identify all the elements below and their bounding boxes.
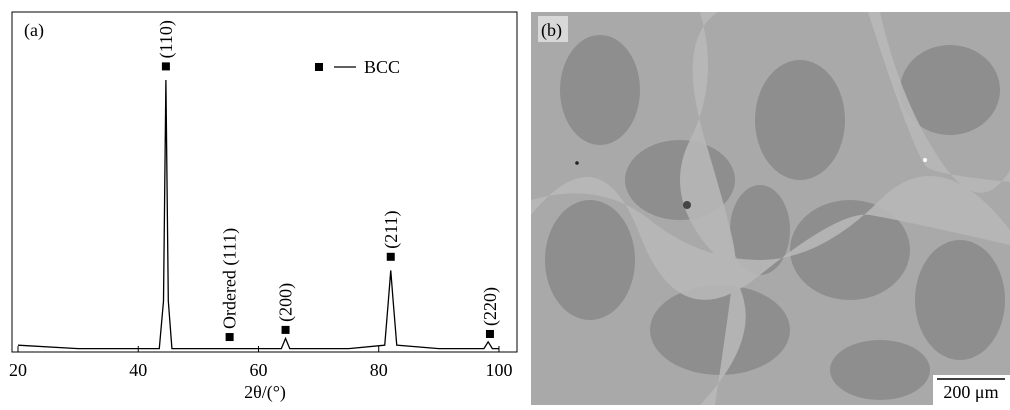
scale-bar-label: 200 μm [943,382,998,402]
x-axis-label: 2θ/(°) [244,382,286,403]
peak-marker [225,333,234,342]
plot-frame [11,11,518,353]
legend-marker [315,63,323,71]
panel-label-bg [538,16,568,42]
scale-bar-box [933,375,1010,405]
peak-marker [485,329,494,338]
x-tick-label: 100 [485,360,512,380]
peak-marker [386,252,395,261]
micrograph [531,12,1010,405]
xrd-line [17,79,499,350]
peak-marker [281,325,290,334]
panel-label: (a) [24,20,44,41]
peak-label: (220) [480,287,501,326]
peak-label: (110) [156,20,177,58]
peak-label: Ordered (111) [220,228,241,329]
x-tick-label: 40 [129,360,147,380]
peak-label: (211) [381,210,402,248]
x-tick-label: 60 [249,360,267,380]
x-tick-label: 80 [370,360,388,380]
panel-label: (b) [541,20,562,41]
peak-label: (200) [276,283,297,322]
x-tick-label: 20 [9,360,27,380]
legend-label: BCC [364,57,400,77]
peak-marker [161,62,170,71]
